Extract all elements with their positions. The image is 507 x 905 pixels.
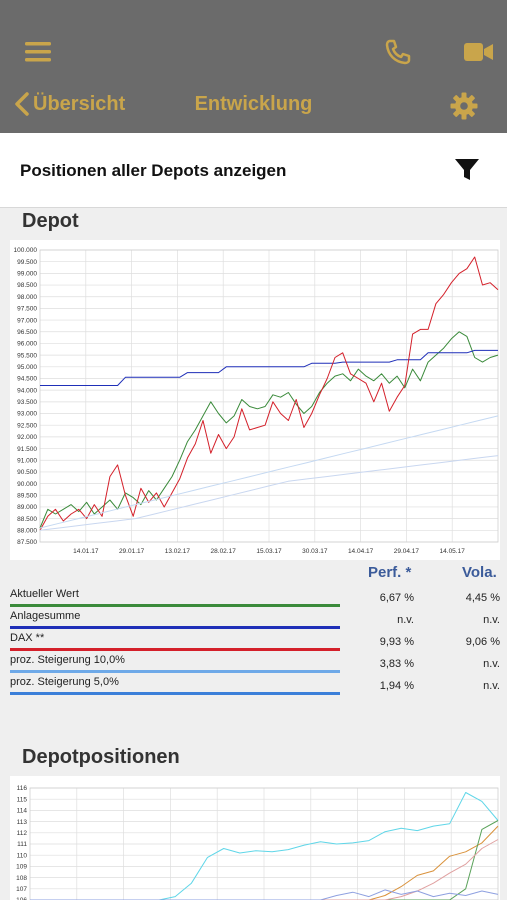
- legend-line: [10, 626, 340, 629]
- legend-perf: 6,67 %: [379, 592, 414, 604]
- y-tick-label: 91.000: [17, 457, 37, 464]
- page-title: Entwicklung: [194, 93, 313, 115]
- legend-row: Aktueller Wert 6,67 % 4,45 %: [10, 588, 500, 610]
- x-tick-label: 28.02.17: [211, 548, 237, 555]
- y-tick-label: 88.000: [17, 528, 37, 535]
- y-tick-label: 95.000: [17, 364, 37, 371]
- x-tick-label: 30.03.17: [302, 548, 328, 555]
- positions-chart-panel: 116115114113112111110109108107106: [10, 776, 500, 904]
- x-tick-label: 14.01.17: [73, 548, 99, 555]
- y-tick-label: 89.000: [17, 504, 37, 511]
- y-tick-label: 98.500: [17, 282, 37, 289]
- depot-chart: 100.000 99.500 99.000 98.500 98.000 97.500 97.…: [14, 247, 499, 555]
- y-tick-label: 93.000: [17, 411, 37, 418]
- phone-icon[interactable]: [385, 39, 411, 65]
- y-tick-label: 99.500: [17, 259, 37, 266]
- top-bar: Übersicht Entwicklung: [0, 0, 507, 133]
- legend-perf: 3,83 %: [379, 658, 414, 670]
- legend-row: proz. Steigerung 5,0% 1,94 % n.v.: [10, 676, 500, 698]
- y-tick-label: 107: [16, 886, 27, 893]
- x-tick-label: 14.05.17: [440, 548, 466, 555]
- y-tick-label: 111: [17, 841, 27, 848]
- positions-title: Depotpositionen: [22, 746, 180, 768]
- x-tick-label: 29.01.17: [119, 548, 145, 555]
- back-label: Übersicht: [33, 92, 126, 115]
- legend-vola: 4,45 %: [465, 592, 500, 604]
- legend-line: [10, 670, 340, 673]
- video-icon[interactable]: [464, 41, 494, 63]
- series-line: [40, 349, 498, 386]
- legend-name: proz. Steigerung 10,0%: [10, 654, 125, 666]
- legend-vola: n.v.: [483, 680, 500, 692]
- filter-row[interactable]: Positionen aller Depots anzeigen: [0, 133, 507, 208]
- y-tick-label: 88.500: [17, 516, 37, 523]
- menu-icon[interactable]: [25, 41, 51, 63]
- y-tick-label: 100.000: [14, 247, 38, 254]
- legend-line: [10, 692, 340, 695]
- y-tick-label: 116: [17, 785, 28, 792]
- y-tick-label: 92.500: [17, 422, 37, 429]
- legend-vola: n.v.: [483, 658, 500, 670]
- legend-line: [10, 648, 340, 651]
- chevron-left-icon: [15, 92, 29, 116]
- back-button[interactable]: Übersicht: [14, 92, 125, 116]
- y-tick-label: 92.000: [17, 434, 37, 441]
- x-tick-label: 29.04.17: [394, 548, 420, 555]
- y-tick-label: 95.500: [17, 352, 37, 359]
- filter-icon[interactable]: [454, 157, 480, 183]
- y-tick-label: 94.500: [17, 376, 37, 383]
- y-tick-label: 98.000: [17, 294, 37, 301]
- legend-row: Anlagesumme n.v. n.v.: [10, 610, 500, 632]
- filter-label: Positionen aller Depots anzeigen: [20, 161, 287, 180]
- perf-header: Perf. *: [368, 564, 412, 581]
- y-tick-label: 96.500: [17, 329, 37, 336]
- depot-title: Depot: [22, 210, 79, 232]
- x-tick-label: 14.04.17: [348, 548, 374, 555]
- legend-row: DAX ** 9,93 % 9,06 %: [10, 632, 500, 654]
- legend-name: proz. Steigerung 5,0%: [10, 676, 119, 688]
- y-tick-label: 91.500: [17, 446, 37, 453]
- series-line: [39, 415, 499, 529]
- y-tick-label: 113: [17, 819, 28, 826]
- gear-icon[interactable]: [450, 92, 478, 120]
- y-tick-label: 90.500: [17, 469, 37, 476]
- y-tick-label: 108: [16, 875, 27, 882]
- y-tick-label: 93.500: [17, 399, 37, 406]
- legend-vola: n.v.: [483, 614, 500, 626]
- y-tick-label: 89.500: [17, 492, 37, 499]
- legend-perf: 9,93 %: [379, 636, 414, 648]
- y-tick-label: 109: [16, 864, 27, 871]
- y-tick-label: 97.000: [17, 317, 37, 324]
- y-tick-label: 99.000: [17, 271, 37, 278]
- x-tick-label: 15.03.17: [256, 548, 282, 555]
- y-tick-label: 94.000: [17, 387, 37, 394]
- y-tick-label: 96.000: [17, 341, 37, 348]
- positions-chart: 116115114113112111110109108107106: [16, 785, 499, 904]
- legend-name: Anlagesumme: [10, 610, 81, 622]
- legend-vola: 9,06 %: [465, 636, 500, 648]
- legend-perf: 1,94 %: [379, 680, 414, 692]
- legend-name: DAX **: [10, 632, 45, 644]
- y-tick-label: 90.000: [17, 481, 37, 488]
- x-tick-label: 13.02.17: [165, 548, 191, 555]
- y-tick-label: 114: [17, 808, 28, 815]
- series-line: [39, 331, 499, 529]
- vola-header: Vola.: [462, 564, 497, 581]
- content-area: Depot 100.000 99.500 99.000 98.500 98.000 97.…: [0, 208, 507, 904]
- y-tick-label: 87.500: [17, 539, 37, 546]
- plot-border: [39, 249, 499, 543]
- legend-row: proz. Steigerung 10,0% 3,83 % n.v.: [10, 654, 500, 676]
- y-tick-label: 112: [17, 830, 28, 837]
- legend-perf: n.v.: [397, 614, 414, 626]
- y-tick-label: 97.500: [17, 306, 37, 313]
- y-tick-label: 115: [17, 796, 28, 803]
- series-line: [39, 256, 499, 531]
- series-line: [39, 455, 499, 531]
- legend-name: Aktueller Wert: [10, 588, 79, 600]
- depot-chart-panel: 100.000 99.500 99.000 98.500 98.000 97.500 97.…: [10, 240, 500, 560]
- y-tick-label: 110: [17, 852, 28, 859]
- legend-line: [10, 604, 340, 607]
